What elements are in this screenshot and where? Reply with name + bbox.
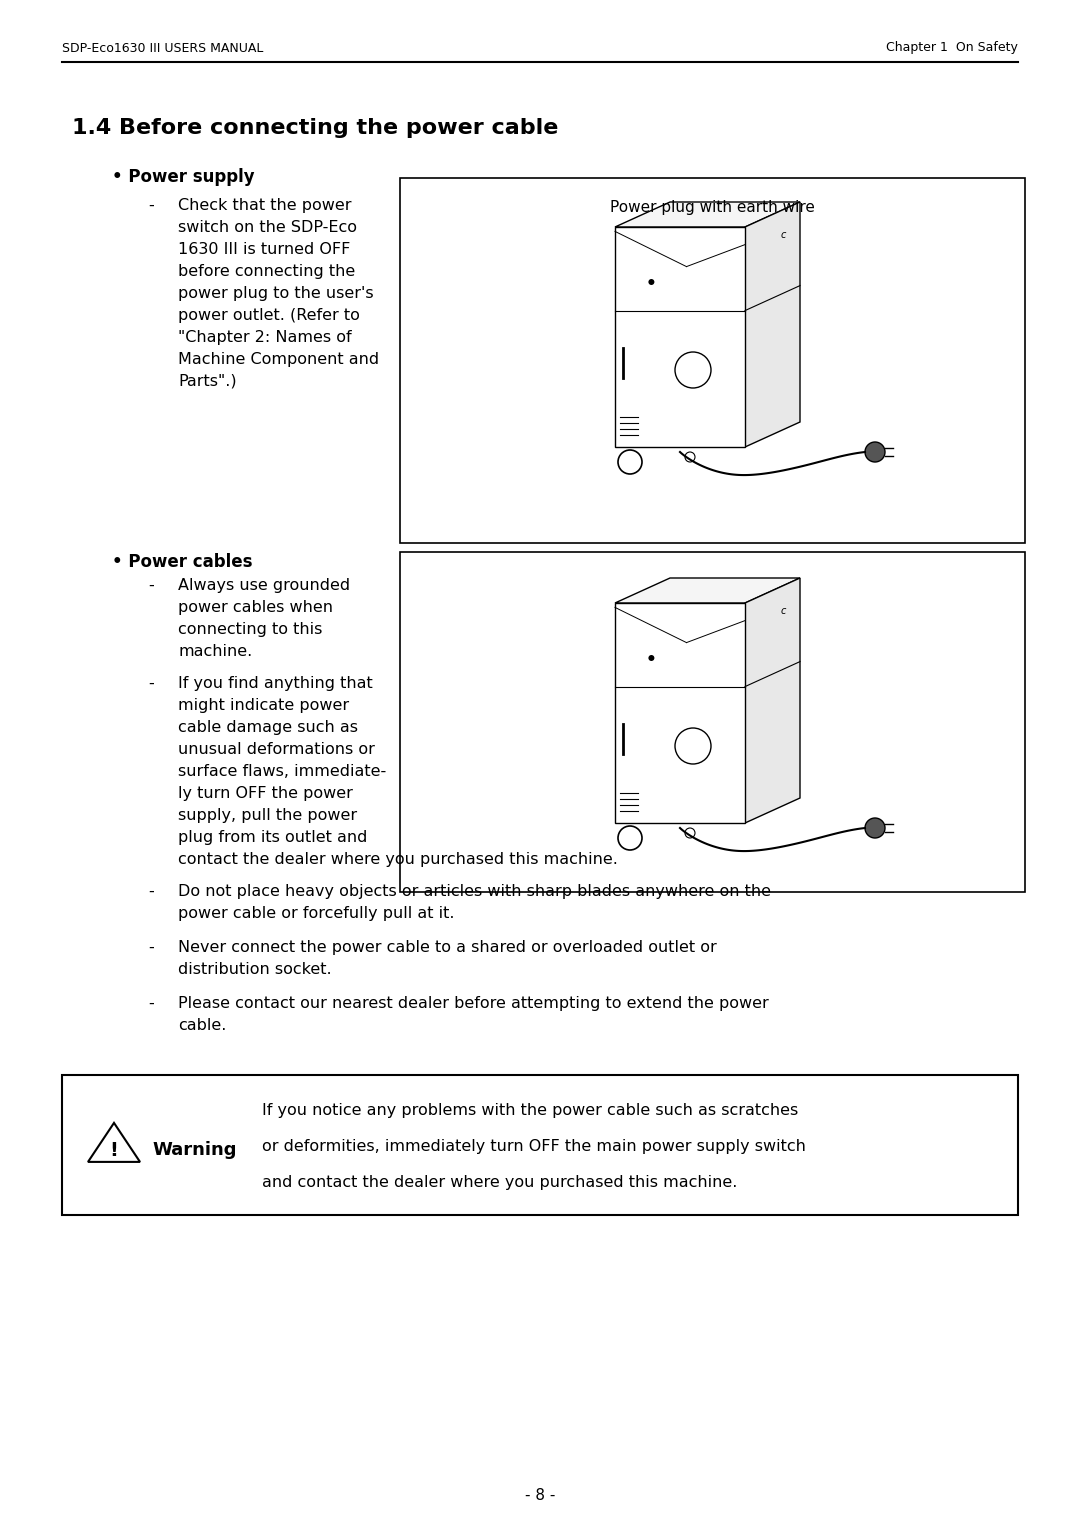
Text: • Power supply: • Power supply — [112, 168, 255, 186]
Text: Never connect the power cable to a shared or overloaded outlet or: Never connect the power cable to a share… — [178, 940, 717, 955]
Text: Do not place heavy objects or articles with sharp blades anywhere on the: Do not place heavy objects or articles w… — [178, 885, 771, 898]
Circle shape — [865, 817, 885, 837]
Text: cable.: cable. — [178, 1018, 227, 1033]
Text: -: - — [148, 578, 153, 593]
Text: surface flaws, immediate-: surface flaws, immediate- — [178, 764, 387, 779]
Text: c: c — [781, 231, 786, 240]
Bar — [400, 552, 1025, 892]
Text: -: - — [148, 996, 153, 1012]
Polygon shape — [615, 604, 745, 824]
Text: machine.: machine. — [178, 643, 253, 659]
Text: c: c — [781, 607, 786, 616]
Text: Check that the power: Check that the power — [178, 199, 351, 212]
Polygon shape — [615, 202, 800, 228]
Text: Always use grounded: Always use grounded — [178, 578, 350, 593]
Text: before connecting the: before connecting the — [178, 264, 355, 280]
Text: If you find anything that: If you find anything that — [178, 675, 373, 691]
Text: cable damage such as: cable damage such as — [178, 720, 357, 735]
Polygon shape — [745, 202, 800, 448]
Text: Warning: Warning — [152, 1141, 237, 1160]
Text: power cable or forcefully pull at it.: power cable or forcefully pull at it. — [178, 906, 455, 921]
Text: Power plug with earth wire: Power plug with earth wire — [610, 200, 815, 215]
Text: connecting to this: connecting to this — [178, 622, 322, 637]
Bar — [400, 177, 1025, 542]
Text: SDP-Eco1630 III USERS MANUAL: SDP-Eco1630 III USERS MANUAL — [62, 41, 264, 55]
Bar — [62, 1076, 1018, 1215]
Text: -: - — [148, 885, 153, 898]
Text: or deformities, immediately turn OFF the main power supply switch: or deformities, immediately turn OFF the… — [262, 1138, 806, 1154]
Text: switch on the SDP-Eco: switch on the SDP-Eco — [178, 220, 357, 235]
Text: and contact the dealer where you purchased this machine.: and contact the dealer where you purchas… — [262, 1175, 738, 1190]
Text: • Power cables: • Power cables — [112, 553, 253, 571]
Polygon shape — [87, 1123, 140, 1161]
Polygon shape — [615, 578, 800, 604]
Text: distribution socket.: distribution socket. — [178, 963, 332, 976]
Text: power outlet. (Refer to: power outlet. (Refer to — [178, 309, 360, 322]
Text: - 8 -: - 8 - — [525, 1487, 555, 1502]
Text: 1630 III is turned OFF: 1630 III is turned OFF — [178, 241, 350, 257]
Text: If you notice any problems with the power cable such as scratches: If you notice any problems with the powe… — [262, 1103, 798, 1118]
Text: Please contact our nearest dealer before attempting to extend the power: Please contact our nearest dealer before… — [178, 996, 769, 1012]
Text: unusual deformations or: unusual deformations or — [178, 743, 375, 756]
Text: -: - — [148, 675, 153, 691]
Text: !: ! — [109, 1140, 119, 1160]
Polygon shape — [615, 228, 745, 448]
Text: power cables when: power cables when — [178, 601, 333, 614]
Text: power plug to the user's: power plug to the user's — [178, 286, 374, 301]
Text: Parts".): Parts".) — [178, 374, 237, 390]
Circle shape — [648, 656, 654, 662]
Text: -: - — [148, 199, 153, 212]
Text: ly turn OFF the power: ly turn OFF the power — [178, 785, 353, 801]
Text: 1.4 Before connecting the power cable: 1.4 Before connecting the power cable — [72, 118, 558, 138]
Text: contact the dealer where you purchased this machine.: contact the dealer where you purchased t… — [178, 853, 618, 866]
Text: "Chapter 2: Names of: "Chapter 2: Names of — [178, 330, 352, 345]
Circle shape — [865, 442, 885, 461]
Text: might indicate power: might indicate power — [178, 698, 349, 714]
Text: Chapter 1  On Safety: Chapter 1 On Safety — [886, 41, 1018, 55]
Text: -: - — [148, 940, 153, 955]
Polygon shape — [745, 578, 800, 824]
Text: Machine Component and: Machine Component and — [178, 351, 379, 367]
Text: supply, pull the power: supply, pull the power — [178, 808, 357, 824]
Circle shape — [648, 280, 654, 286]
Text: plug from its outlet and: plug from its outlet and — [178, 830, 367, 845]
